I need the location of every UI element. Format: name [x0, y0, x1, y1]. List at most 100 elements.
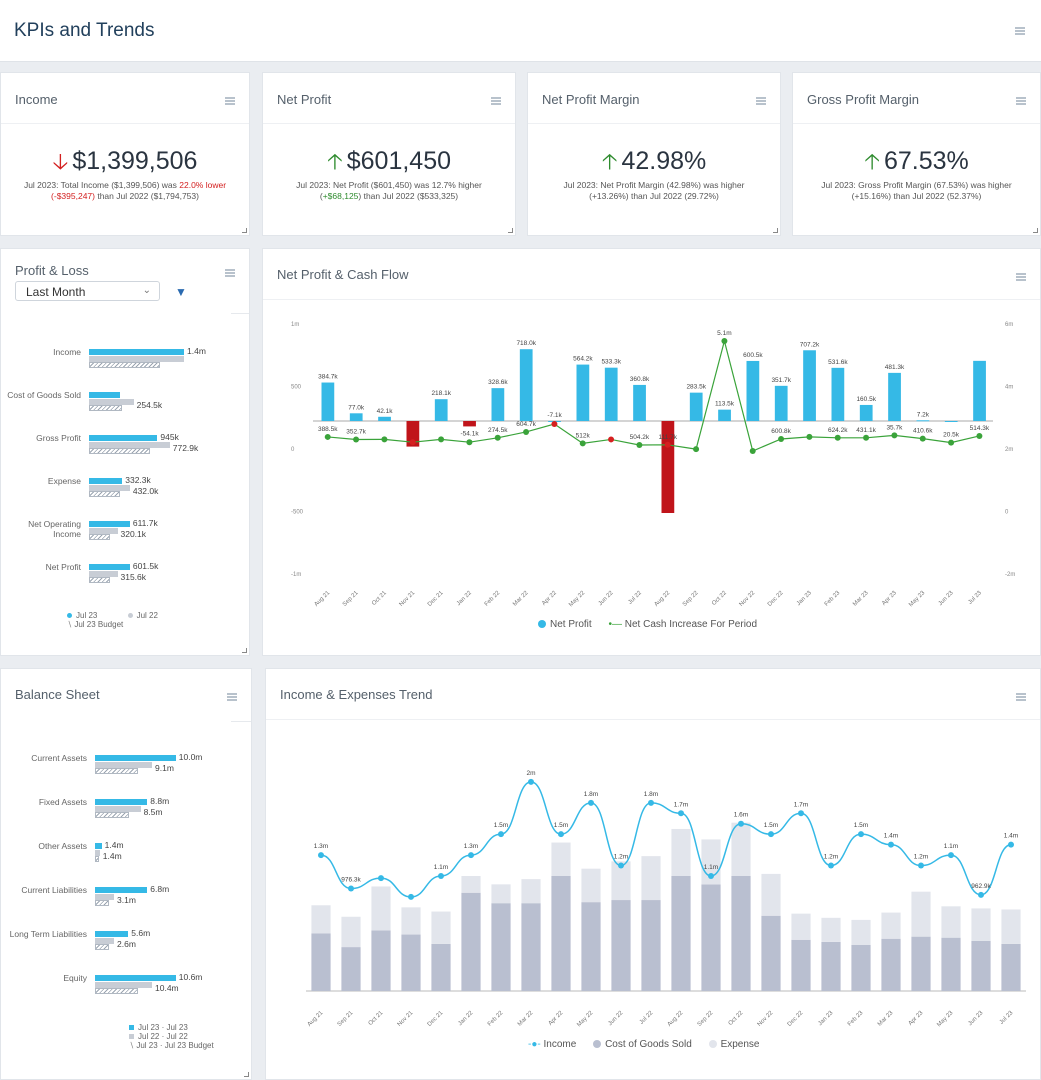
bar-net-profit — [944, 421, 958, 422]
line-data-label: 1.6m — [734, 812, 748, 819]
bar-current[interactable] — [89, 521, 130, 527]
bar-current[interactable] — [89, 564, 130, 570]
bar-current[interactable] — [95, 799, 148, 805]
bar-budget[interactable] — [95, 768, 138, 774]
bar-current[interactable] — [95, 755, 176, 761]
bar-label: Net Operating Income — [28, 519, 81, 539]
income-point — [858, 831, 864, 838]
line-data-label: 111.7k — [658, 434, 677, 441]
line-data-label: 1.1m — [704, 864, 718, 871]
bar-net-profit — [746, 360, 760, 421]
x-tick-label: Aug 22 — [667, 1010, 685, 1028]
cash-flow-legend: Net Profit •— Net Cash Increase For Peri… — [538, 619, 757, 630]
income-point — [348, 885, 354, 892]
bar-budget[interactable] — [95, 900, 110, 906]
resize-handle-icon[interactable] — [508, 228, 513, 233]
bar-cogs — [971, 940, 991, 991]
income-point — [618, 862, 624, 869]
bar-previous[interactable] — [95, 982, 152, 988]
bar-cogs — [401, 934, 421, 991]
income-point — [978, 891, 984, 898]
page-header: KPIs and Trends — [0, 0, 1041, 62]
bar-value: 8.8m — [150, 796, 170, 806]
bar-budget[interactable] — [95, 944, 110, 950]
income-point — [408, 893, 414, 900]
card-menu-icon[interactable] — [1016, 693, 1026, 701]
card-menu-icon[interactable] — [1016, 273, 1026, 281]
kpi-value: 🡡 67.53% — [864, 147, 969, 175]
x-tick-label: Jan 22 — [456, 590, 473, 607]
card-menu-icon[interactable] — [227, 693, 237, 701]
bar-current[interactable] — [95, 975, 176, 981]
card-menu-icon[interactable] — [491, 97, 501, 105]
bar-expense — [821, 917, 841, 942]
card-menu-icon[interactable] — [225, 97, 235, 105]
bar-cogs — [761, 915, 781, 991]
bar-previous[interactable] — [89, 442, 170, 448]
bar-net-profit — [888, 372, 901, 421]
resize-handle-icon[interactable] — [242, 228, 247, 233]
bar-value: 432.0k — [132, 486, 159, 496]
net-profit-cash-flow-card: Net Profit & Cash Flow 1m 6m 500 4m 0 2m -500 0… — [262, 248, 1041, 656]
y-tick-label: -500 — [291, 510, 304, 516]
period-dropdown[interactable]: Last Month ⌄ — [15, 281, 160, 301]
bar-cogs — [701, 884, 721, 991]
bar-current[interactable] — [95, 843, 102, 849]
x-tick-label: May 23 — [936, 1010, 955, 1029]
bar-current[interactable] — [89, 392, 121, 398]
bar-label: Cost of Goods Sold — [7, 390, 81, 400]
resize-handle-icon[interactable] — [1033, 228, 1038, 233]
bar-budget[interactable] — [89, 534, 111, 540]
cash-flow-point — [806, 433, 813, 440]
bar-expense — [401, 907, 421, 935]
card-menu-icon[interactable] — [756, 97, 766, 105]
bar-budget[interactable] — [95, 988, 138, 994]
resize-handle-icon[interactable] — [242, 648, 247, 653]
bar-budget[interactable] — [89, 577, 111, 583]
x-tick-label: Apr 22 — [541, 590, 558, 607]
bar-current[interactable] — [89, 349, 184, 355]
line-data-label: 35.7k — [886, 424, 903, 431]
bar-previous[interactable] — [89, 356, 184, 362]
line-data-label: 1.5m — [494, 822, 508, 829]
kpi-card-gross-profit-margin: Gross Profit Margin 🡡 67.53% Jul 2023: Gr… — [792, 72, 1041, 236]
bar-previous[interactable] — [89, 485, 130, 491]
x-tick-label: Oct 22 — [728, 1010, 745, 1027]
card-menu-icon[interactable] — [225, 269, 235, 277]
bar-expense — [971, 908, 991, 941]
bar-previous[interactable] — [95, 762, 152, 768]
bar-previous[interactable] — [89, 571, 118, 577]
resize-handle-icon[interactable] — [773, 228, 778, 233]
bar-previous[interactable] — [95, 806, 141, 812]
bar-label: Income — [53, 347, 81, 357]
cash-flow-point — [664, 441, 671, 448]
card-menu-icon[interactable] — [1016, 97, 1026, 105]
bar-net-profit — [321, 382, 335, 421]
bar-budget[interactable] — [89, 491, 120, 497]
bar-previous[interactable] — [89, 528, 118, 534]
bar-budget[interactable] — [89, 362, 161, 368]
bar-current[interactable] — [95, 931, 129, 937]
y-tick-label: 6m — [1005, 322, 1013, 328]
bar-current[interactable] — [89, 478, 123, 484]
bar-budget[interactable] — [89, 405, 123, 411]
bar-budget[interactable] — [95, 812, 130, 818]
arrow-up-icon: 🡡 — [326, 149, 343, 174]
cash-flow-point — [409, 439, 416, 446]
resize-handle-icon[interactable] — [244, 1072, 249, 1077]
x-tick-label: Mar 23 — [877, 1010, 895, 1028]
bar-budget[interactable] — [95, 856, 99, 862]
income-line — [320, 781, 1012, 898]
bar-net-profit — [973, 360, 986, 421]
bar-previous[interactable] — [95, 894, 114, 900]
bar-previous[interactable] — [89, 399, 134, 405]
bar-previous[interactable] — [95, 938, 114, 944]
filter-icon[interactable]: ▼ — [175, 285, 187, 299]
bar-value: 611.7k — [132, 518, 158, 528]
bar-current[interactable] — [95, 887, 148, 893]
bar-budget[interactable] — [89, 448, 150, 454]
bar-current[interactable] — [89, 435, 158, 441]
page-menu-icon[interactable] — [1015, 27, 1025, 35]
bar-expense — [581, 868, 601, 903]
bar-previous[interactable] — [95, 850, 100, 856]
